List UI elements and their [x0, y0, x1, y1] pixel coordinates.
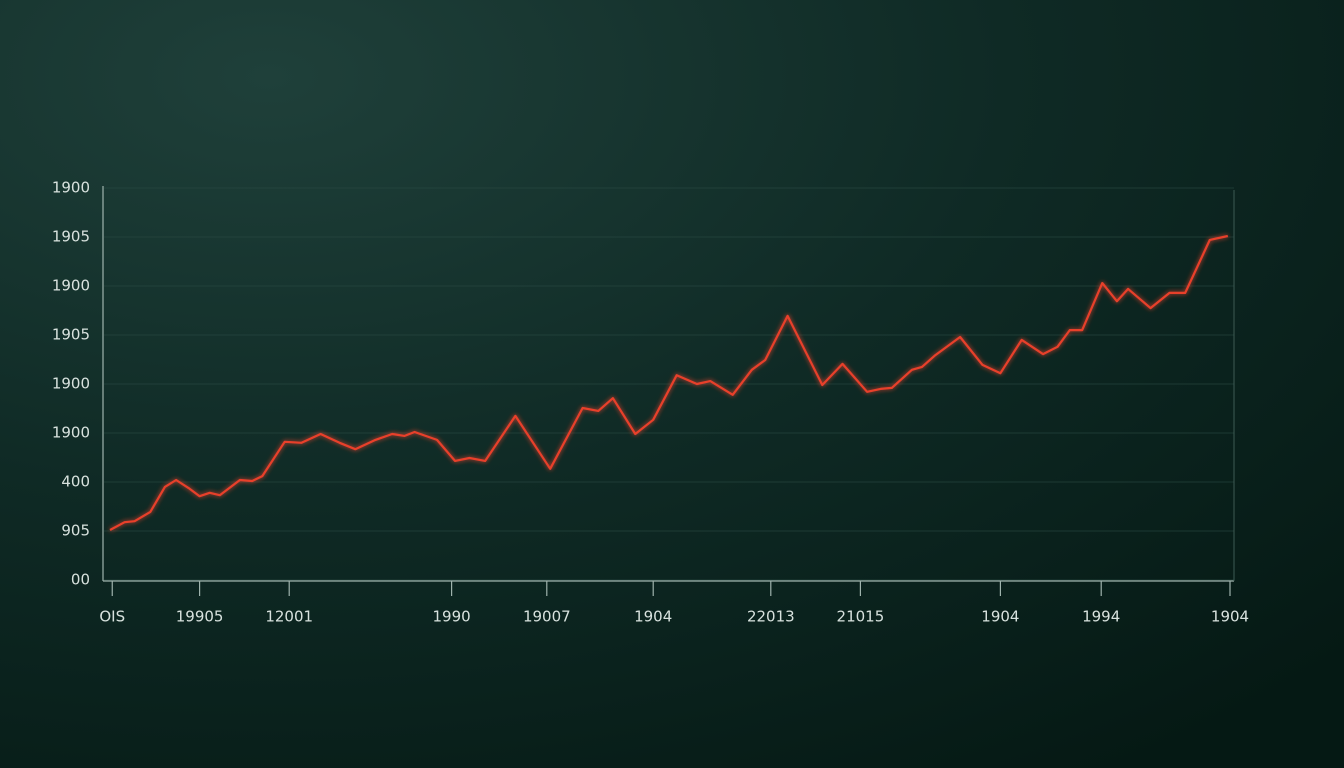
x-tick-label: 1990: [433, 608, 471, 626]
y-tick-label: 1900: [52, 424, 90, 442]
line: [109, 234, 1229, 531]
x-tick-label: 1994: [1082, 608, 1120, 626]
grid: [104, 187, 1234, 581]
x-tick-label: OIS: [99, 608, 125, 626]
x-tick-label: 1904: [634, 608, 672, 626]
x-tick-label: 21015: [837, 608, 885, 626]
y-tick-label: 400: [61, 473, 90, 491]
x-tick-label: 12001: [265, 608, 313, 626]
x-tick-label: 1904: [981, 608, 1019, 626]
y-tick-label: 1900: [52, 375, 90, 393]
x-tick-label: 19007: [523, 608, 571, 626]
y-tick-label: 905: [61, 522, 90, 540]
x-tick-label: 19905: [176, 608, 224, 626]
y-tick-label: 00: [71, 571, 90, 589]
x-tick-label: 22013: [747, 608, 795, 626]
y-tick-label: 1905: [52, 326, 90, 344]
y-tick-label: 1900: [52, 277, 90, 295]
x-tick-label: 1904: [1211, 608, 1249, 626]
y-tick-label: 1905: [52, 228, 90, 246]
y-tick-label: 1900: [52, 179, 90, 197]
